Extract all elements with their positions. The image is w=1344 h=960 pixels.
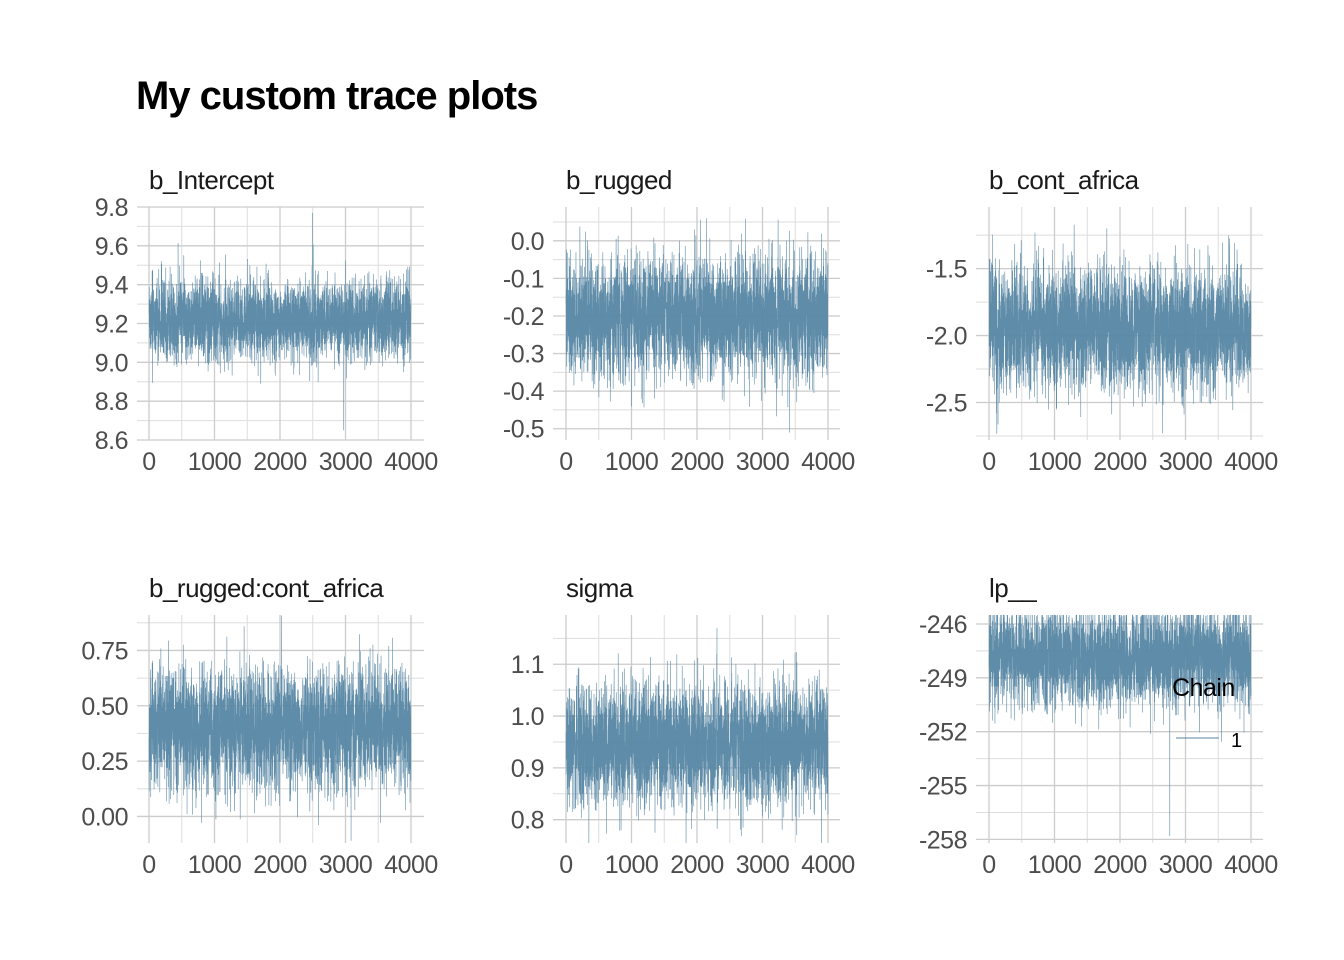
x-tick-label: 4000 (384, 851, 438, 879)
x-tick-label: 0 (982, 851, 995, 879)
legend-entry-label: 1 (1231, 730, 1242, 752)
x-tick-label: 2000 (670, 851, 724, 879)
panel-strip-label: b_rugged (566, 165, 672, 195)
chart-title: My custom trace plots (136, 74, 538, 118)
panel-2: b_rugged -0.5 -0.4 -0.3 -0.2 -0.1 0.0 0 1000 2000… (503, 165, 855, 476)
panel-4: b_rugged:cont_africa 0.00 0.25 0.50 0.75 0 100… (81, 573, 438, 879)
y-tick-label: 0.00 (81, 803, 128, 831)
trace-series-chain-1 (988, 614, 1252, 836)
legend: Chain 1 (1172, 674, 1242, 752)
panel-strip-label: b_cont_africa (989, 165, 1140, 195)
panel-6: lp__ -258 -255 -252 -249 -246 0 1000 2000 3000 400… (919, 573, 1278, 879)
panel-5: sigma 0.8 0.9 1.0 1.1 0 1000 2000 3000 4000 (511, 573, 856, 879)
y-tick-label: -249 (919, 665, 967, 693)
trace-series-chain-1 (988, 224, 1252, 434)
panel-strip-label: b_Intercept (149, 165, 275, 195)
y-tick-label: -258 (919, 826, 967, 854)
y-tick-label: -246 (919, 611, 967, 639)
y-tick-label: 9.2 (95, 311, 128, 339)
x-tick-label: 4000 (801, 851, 855, 879)
x-tick-label: 2000 (253, 851, 307, 879)
x-tick-label: 2000 (1093, 448, 1147, 476)
x-tick-label: 3000 (1159, 448, 1213, 476)
y-tick-label: -0.1 (503, 265, 544, 293)
y-tick-label: 9.6 (95, 233, 128, 261)
y-tick-label: 1.0 (511, 703, 544, 731)
y-tick-label: -2.0 (926, 323, 967, 351)
y-tick-label: 9.8 (95, 194, 128, 222)
trace-series-chain-1 (148, 212, 412, 431)
x-tick-label: 3000 (736, 851, 790, 879)
x-tick-label: 4000 (384, 448, 438, 476)
x-tick-label: 3000 (319, 851, 373, 879)
x-tick-label: 2000 (253, 448, 307, 476)
trace-series-chain-1 (565, 218, 829, 433)
y-tick-label: 1.1 (511, 651, 544, 679)
y-tick-label: -2.5 (926, 390, 967, 418)
y-tick-label: 9.4 (95, 272, 129, 300)
y-tick-label: 0.25 (81, 748, 128, 776)
trace-series-chain-1 (148, 615, 412, 841)
y-tick-label: 8.8 (95, 388, 128, 416)
x-tick-label: 1000 (605, 448, 659, 476)
panel-3: b_cont_africa -2.5 -2.0 -1.5 0 1000 2000 3000 40… (926, 165, 1278, 476)
legend-title: Chain (1172, 674, 1235, 702)
x-tick-label: 2000 (1093, 851, 1147, 879)
y-tick-label: 8.6 (95, 427, 128, 455)
y-tick-label: -0.5 (503, 416, 544, 444)
x-tick-label: 1000 (1028, 851, 1082, 879)
trace-series-chain-1 (565, 627, 829, 844)
panel-strip-label: lp__ (989, 573, 1037, 603)
y-tick-label: -0.3 (503, 341, 544, 369)
panel-strip-label: b_rugged:cont_africa (149, 573, 384, 603)
panel-1: b_Intercept 8.6 8.8 9.0 9.2 9.4 9.6 9.8 0 1000 200… (95, 165, 439, 476)
x-tick-label: 3000 (736, 448, 790, 476)
y-tick-label: 0.9 (511, 755, 544, 783)
x-tick-label: 4000 (801, 448, 855, 476)
x-tick-label: 0 (559, 851, 572, 879)
y-tick-label: 0.75 (81, 637, 128, 665)
x-tick-label: 3000 (1159, 851, 1213, 879)
y-tick-label: -0.2 (503, 303, 544, 331)
x-tick-label: 0 (559, 448, 572, 476)
x-tick-label: 4000 (1224, 851, 1278, 879)
y-tick-label: -255 (919, 773, 967, 801)
y-tick-label: 0.50 (81, 693, 128, 721)
x-tick-label: 2000 (670, 448, 724, 476)
y-tick-label: 0.8 (511, 807, 544, 835)
y-tick-label: -252 (919, 719, 967, 747)
x-tick-label: 1000 (1028, 448, 1082, 476)
y-tick-label: -1.5 (926, 256, 967, 284)
y-tick-label: 9.0 (95, 349, 128, 377)
x-tick-label: 1000 (605, 851, 659, 879)
x-tick-label: 0 (142, 851, 155, 879)
x-tick-label: 1000 (188, 448, 242, 476)
x-tick-label: 4000 (1224, 448, 1278, 476)
x-tick-label: 1000 (188, 851, 242, 879)
panel-strip-label: sigma (566, 573, 634, 603)
x-tick-label: 0 (982, 448, 995, 476)
y-tick-label: -0.4 (503, 378, 545, 406)
x-tick-label: 0 (142, 448, 155, 476)
y-tick-label: 0.0 (511, 228, 544, 256)
x-tick-label: 3000 (319, 448, 373, 476)
